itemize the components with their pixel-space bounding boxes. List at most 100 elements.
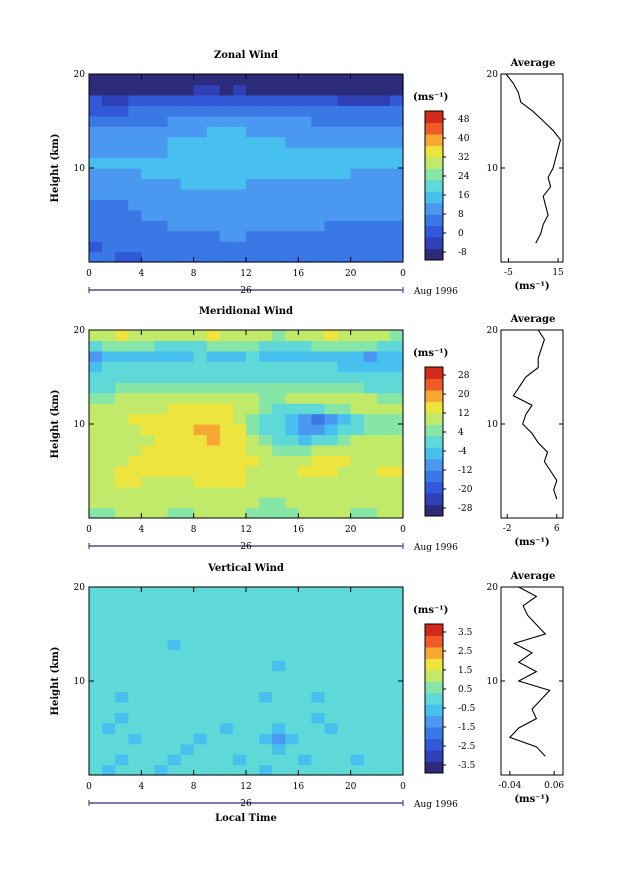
heatmap-cell — [376, 168, 391, 180]
heatmap-cell — [389, 722, 404, 734]
heatmap-cell — [376, 607, 391, 619]
heatmap-cell — [285, 424, 299, 436]
heatmap-cell — [206, 691, 221, 703]
heatmap-cell — [141, 230, 156, 242]
heatmap-cell — [167, 330, 182, 342]
heatmap-cell — [141, 392, 156, 404]
heatmap-cell — [350, 754, 365, 766]
heatmap-cell — [324, 507, 339, 519]
colorbar-tick-label: 12 — [458, 409, 469, 419]
heatmap-cell — [219, 382, 234, 394]
heatmap-cell — [232, 157, 247, 169]
heatmap-cell — [350, 628, 365, 640]
heatmap-cell — [128, 465, 142, 477]
y-axis-label: Height (km) — [50, 390, 61, 459]
colorbar-segment — [425, 727, 443, 740]
heatmap-cell — [128, 230, 142, 242]
heatmap-cell — [324, 157, 339, 169]
heatmap-cell — [350, 507, 365, 519]
heatmap-cell — [324, 413, 339, 425]
heatmap-cell — [167, 628, 182, 640]
heatmap-cell — [246, 670, 260, 682]
heatmap-cell — [89, 587, 103, 599]
heatmap-cell — [141, 649, 156, 661]
average-x-tick-label: -5 — [504, 268, 513, 278]
heatmap-cell — [363, 220, 378, 232]
heatmap-cell — [128, 74, 142, 86]
heatmap-cell — [180, 188, 195, 200]
heatmap-cell — [363, 168, 378, 180]
heatmap-cell — [193, 330, 208, 342]
heatmap-cell — [232, 639, 247, 651]
colorbar-tick-label: -3.5 — [458, 761, 476, 771]
heatmap-cell — [285, 382, 299, 394]
colorbar-tick-label: -4 — [458, 447, 467, 457]
heatmap-cell — [350, 712, 365, 724]
colorbar-tick-label: 48 — [458, 115, 470, 125]
heatmap-cell — [350, 455, 365, 467]
heatmap-cell — [193, 382, 208, 394]
heatmap-cell — [232, 628, 247, 640]
heatmap-cell — [363, 94, 378, 106]
heatmap-cell — [193, 670, 208, 682]
heatmap-cell — [154, 649, 169, 661]
x-tick-label: 16 — [293, 782, 305, 792]
heatmap-cell — [141, 413, 156, 425]
heatmap-cell — [167, 136, 182, 148]
heatmap-cell — [167, 371, 182, 383]
heatmap-cell — [219, 361, 234, 373]
heatmap-cell — [89, 722, 103, 734]
heatmap-cell — [311, 507, 326, 519]
heatmap-cell — [376, 497, 391, 509]
heatmap-cell — [376, 220, 391, 232]
heatmap-cell — [246, 361, 260, 373]
heatmap-cell — [298, 497, 313, 509]
average-x-tick-label: -0.04 — [498, 781, 521, 791]
heatmap-cell — [128, 157, 142, 169]
heatmap-cell — [115, 74, 129, 86]
heatmap-cell — [167, 639, 182, 651]
heatmap-cell — [167, 157, 182, 169]
heatmap-cell — [376, 147, 391, 159]
x-tick-label: 12 — [240, 525, 251, 535]
x-tick-label: 20 — [345, 525, 357, 535]
heatmap-cell — [206, 722, 221, 734]
heatmap-cell — [389, 230, 404, 242]
heatmap-cell — [363, 660, 378, 672]
heatmap-cell — [102, 587, 116, 599]
heatmap-cell — [154, 382, 169, 394]
heatmap-cell — [232, 178, 247, 190]
heatmap-cell — [259, 94, 273, 106]
heatmap-cell — [167, 168, 182, 180]
heatmap-cell — [311, 628, 326, 640]
heatmap-cell — [167, 84, 182, 96]
heatmap-cell — [128, 251, 142, 263]
heatmap-cell — [154, 507, 169, 519]
heatmap-cell — [206, 743, 221, 755]
heatmap-cell — [206, 403, 221, 415]
heatmap-cell — [193, 220, 208, 232]
heatmap-cell — [259, 486, 273, 498]
heatmap-cell — [193, 136, 208, 148]
heatmap-cell — [272, 403, 286, 415]
heatmap-cell — [167, 691, 182, 703]
heatmap-cell — [298, 178, 313, 190]
heatmap-cell — [89, 681, 103, 693]
heatmap-cell — [285, 691, 299, 703]
heatmap-cell — [350, 209, 365, 221]
heatmap-cell — [259, 455, 273, 467]
average-profile-line — [508, 586, 551, 757]
heatmap-cell — [180, 733, 195, 745]
heatmap-cell — [167, 618, 182, 630]
heatmap-cell — [337, 497, 352, 509]
colorbar-segment — [425, 435, 443, 448]
heatmap-cell — [272, 691, 286, 703]
colorbar-segment — [425, 669, 443, 682]
heatmap-cell — [128, 660, 142, 672]
heatmap-cell — [89, 465, 103, 477]
heatmap-cell — [285, 126, 299, 138]
heatmap-cell — [389, 220, 404, 232]
heatmap-cell — [324, 486, 339, 498]
heatmap-cell — [311, 660, 326, 672]
heatmap-cell — [246, 764, 260, 776]
